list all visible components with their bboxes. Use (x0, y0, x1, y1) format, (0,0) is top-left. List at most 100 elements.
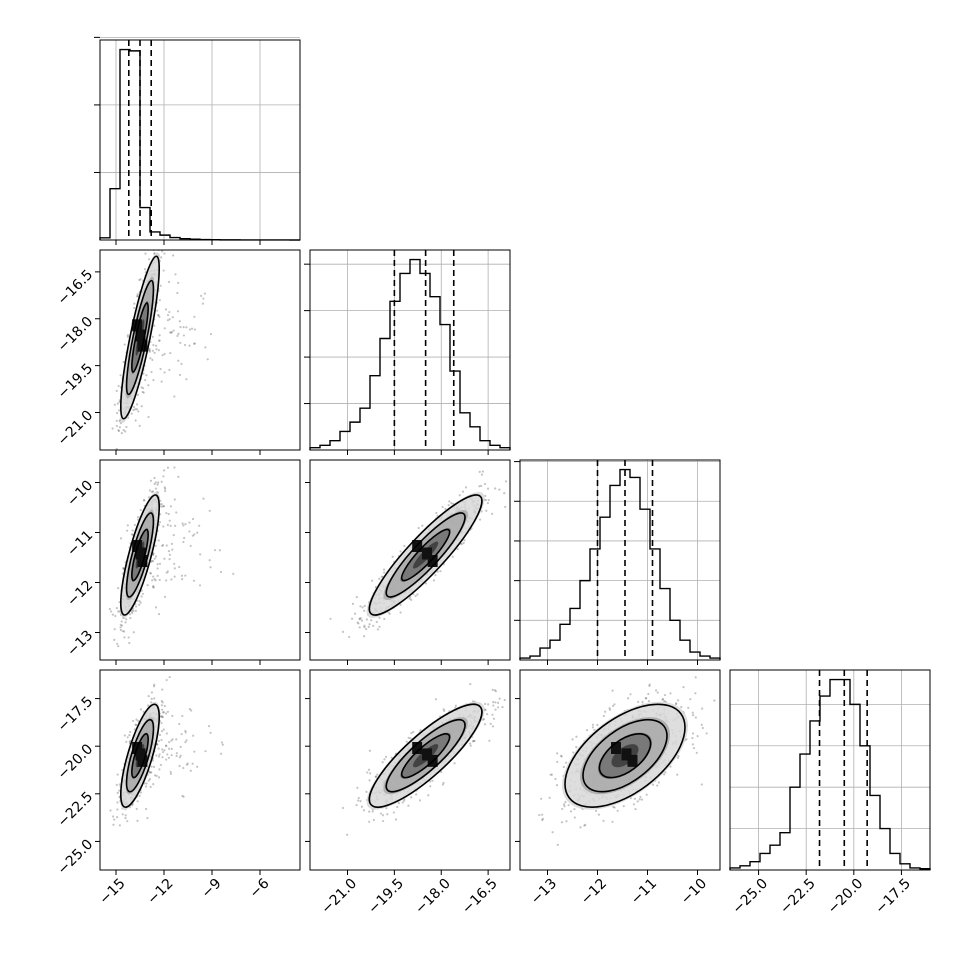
sample-point (209, 731, 212, 734)
sample-point (444, 507, 447, 511)
sample-point (109, 809, 112, 812)
sample-point (113, 628, 116, 631)
sample-point (144, 378, 147, 382)
sample-point (108, 487, 110, 489)
sample-point (358, 626, 361, 629)
contour-line (131, 302, 149, 373)
sample-point (157, 314, 160, 317)
sample-point (159, 715, 162, 718)
sample-point (484, 494, 487, 498)
sample-point (149, 572, 152, 575)
sample-point (178, 756, 181, 759)
sample-point (573, 816, 576, 819)
sample-point (185, 326, 188, 329)
sample-point (147, 695, 150, 698)
sample-point (182, 334, 185, 337)
sample-point (346, 833, 349, 836)
sample-point (136, 293, 139, 296)
histogram-panel-4 (729, 669, 931, 871)
sample-point (165, 678, 168, 682)
sample-point (125, 740, 128, 743)
sample-point (676, 773, 679, 776)
sample-point (158, 334, 161, 337)
panel-frame (99, 249, 301, 451)
sample-point (140, 386, 143, 389)
sample-point (410, 598, 413, 602)
sample-point (611, 689, 614, 692)
sample-point (645, 793, 648, 796)
histogram-step-line (729, 678, 931, 870)
sample-point (126, 335, 130, 338)
sample-point (204, 346, 207, 349)
sample-point (150, 559, 154, 562)
sample-point (167, 747, 171, 750)
sample-point (415, 793, 418, 796)
sample-point (491, 688, 494, 691)
sample-point (458, 494, 461, 497)
sample-point (119, 422, 122, 425)
sample-point (172, 254, 175, 257)
sample-point (168, 519, 171, 522)
sample-point (447, 504, 450, 507)
sample-point (152, 586, 155, 589)
sample-point (152, 575, 155, 578)
sample-point (189, 769, 192, 772)
sample-point (124, 430, 127, 433)
sample-point (171, 316, 174, 319)
sample-point (357, 796, 360, 800)
sample-point (148, 349, 151, 352)
sample-point (583, 824, 586, 827)
sample-point (181, 522, 184, 525)
sample-point (538, 813, 541, 817)
sample-point (375, 620, 378, 624)
sample-point (436, 570, 439, 573)
sample-point (164, 487, 167, 490)
sample-point (155, 348, 158, 351)
sample-point (116, 801, 119, 804)
sample-point (156, 567, 159, 570)
sample-point (147, 779, 150, 782)
sample-point (486, 501, 489, 505)
sample-point (191, 247, 193, 249)
sample-point (115, 389, 118, 392)
sample-point (117, 429, 120, 432)
sample-point (143, 499, 146, 502)
sample-point (161, 544, 164, 548)
sample-point (129, 730, 132, 734)
sample-point (126, 736, 129, 739)
sample-point (149, 479, 153, 482)
contour-line (131, 528, 149, 582)
sample-point (156, 314, 160, 317)
sample-point (163, 252, 166, 255)
sample-point (481, 718, 485, 721)
sample-point (193, 342, 196, 345)
sample-point (152, 783, 155, 786)
contour-line (125, 718, 155, 793)
sample-point (232, 572, 235, 575)
sample-point (480, 484, 483, 487)
sample-point (149, 572, 152, 575)
density-peak (422, 748, 433, 761)
sample-point (371, 579, 374, 582)
density-peak (135, 329, 146, 342)
sample-point (351, 602, 355, 606)
sample-point (483, 723, 487, 726)
sample-point (175, 511, 178, 514)
sample-point (594, 809, 598, 812)
sample-point (379, 812, 383, 815)
sample-point (116, 773, 119, 776)
sample-point (115, 411, 119, 415)
sample-point (363, 604, 366, 608)
sample-point (193, 328, 197, 331)
sample-point (148, 350, 151, 353)
sample-point (136, 294, 139, 298)
sample-point (115, 606, 118, 610)
sample-point (161, 543, 165, 547)
sample-point (573, 808, 576, 811)
sample-point (202, 497, 205, 500)
sample-point (462, 541, 465, 545)
sample-point (141, 592, 144, 595)
sample-point (157, 747, 160, 750)
sample-point (676, 756, 680, 760)
sample-point (391, 555, 394, 558)
